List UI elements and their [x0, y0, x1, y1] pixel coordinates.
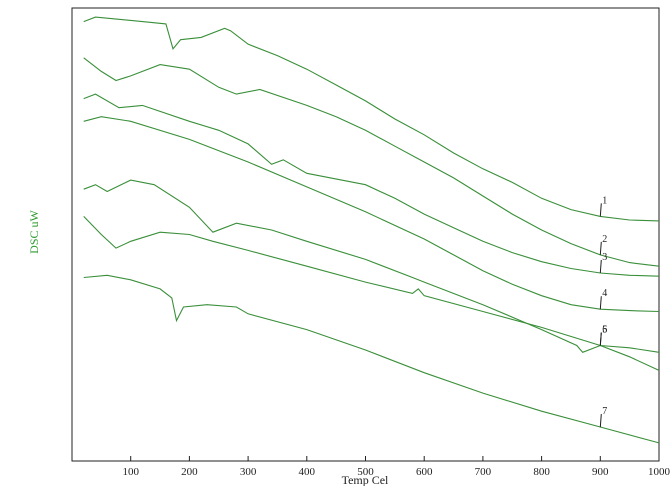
curve-label-1: 1	[602, 195, 607, 206]
x-tick-label-700: 700	[475, 466, 492, 478]
curve-label-2: 2	[602, 234, 607, 245]
curve-label-6: 6	[602, 324, 607, 335]
curve-marker-2	[599, 241, 602, 255]
x-tick-label-1000: 1000	[648, 466, 671, 478]
curve-5	[83, 179, 660, 353]
curve-marker-3	[599, 259, 602, 274]
curve-group	[83, 16, 660, 444]
curve-1	[83, 16, 660, 222]
curve-marker-4	[599, 296, 602, 310]
curve-label-7: 7	[602, 406, 607, 417]
x-tick-label-800: 800	[533, 466, 550, 478]
x-tick-label-300: 300	[240, 466, 257, 478]
x-tick-label-500: 500	[357, 466, 374, 478]
curve-6	[83, 216, 660, 371]
y-axis-label: DSC uW	[27, 209, 41, 253]
curve-4	[83, 116, 660, 313]
curve-marker-1	[599, 203, 602, 217]
x-axis-ticks: 100 200 300 400 500 600 700 800 900 1000	[122, 456, 671, 478]
curve-marker-7	[599, 413, 602, 428]
curve-marker-group: 1 2 3 4 56 7	[599, 195, 607, 428]
x-tick-label-100: 100	[122, 466, 139, 478]
curve-7	[83, 274, 660, 444]
x-tick-label-400: 400	[299, 466, 316, 478]
plot-frame	[71, 7, 660, 462]
curve-label-5: 5	[602, 324, 607, 335]
x-axis-label: Temp Cel	[342, 473, 389, 486]
curve-label-4: 4	[602, 288, 607, 299]
curve-label-3: 3	[602, 252, 607, 263]
curve-2	[83, 57, 660, 267]
curve-3	[83, 93, 660, 277]
x-tick-label-600: 600	[416, 466, 433, 478]
x-tick-label-900: 900	[592, 466, 609, 478]
curve-marker-6	[599, 332, 602, 346]
x-tick-label-200: 200	[181, 466, 198, 478]
